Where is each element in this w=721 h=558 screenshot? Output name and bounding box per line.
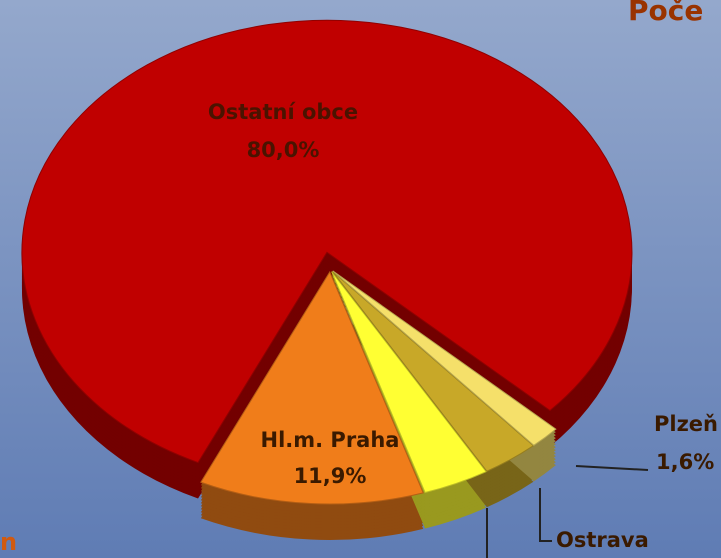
pie [21, 19, 633, 540]
chart-title: Poče [628, 0, 703, 27]
slice-label: Ostrava [556, 528, 649, 552]
leader-line [575, 465, 649, 471]
slice [21, 19, 633, 464]
slice-label: Hl.m. Praha [261, 428, 400, 452]
slice [332, 270, 557, 446]
value-label: 80,0% [247, 138, 320, 162]
value-label: 11,9% [294, 464, 367, 488]
slice-label: Plzeň [654, 412, 718, 436]
slice [331, 270, 535, 472]
side-text: n [0, 528, 17, 556]
slice-label: Ostatní obce [208, 100, 358, 124]
leader-line [539, 488, 552, 542]
slice [200, 270, 424, 505]
slice [331, 271, 487, 494]
value-label: 1,6% [656, 450, 714, 474]
